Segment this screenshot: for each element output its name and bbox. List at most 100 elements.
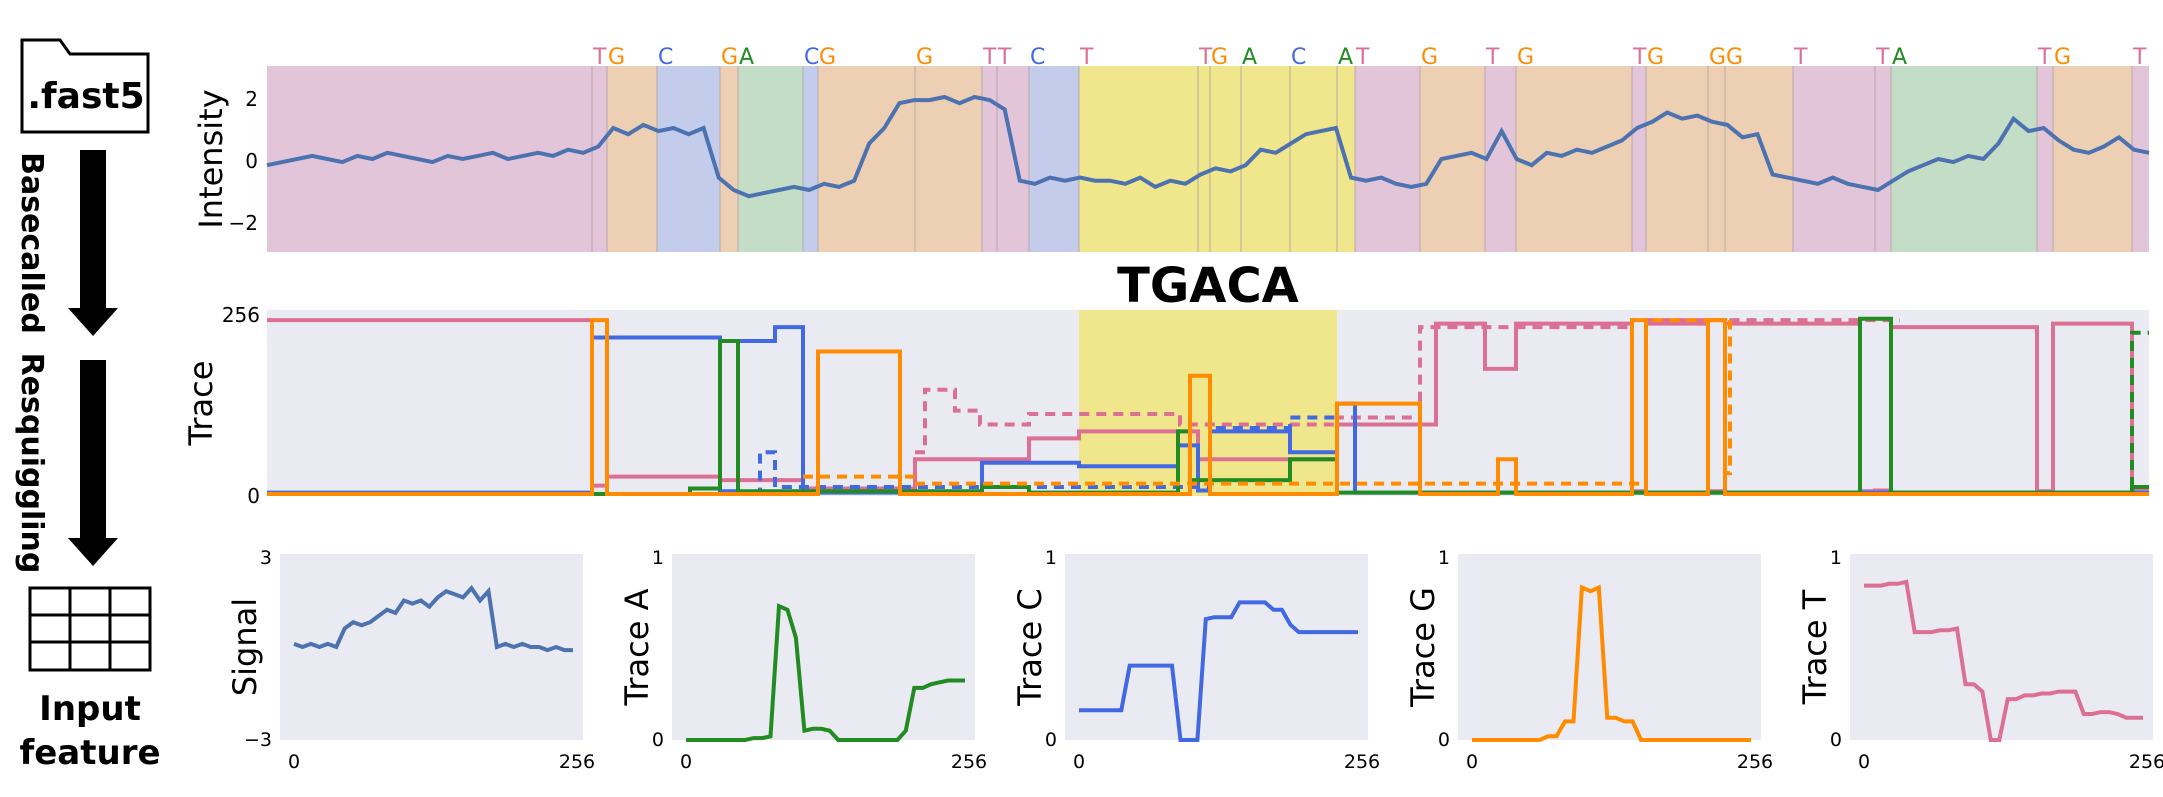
intensity-ytick-0: 0 <box>245 149 258 173</box>
intensity-ytick-neg2: −2 <box>229 211 258 235</box>
base-bands <box>267 66 2149 252</box>
feature-panel-bg <box>1458 554 1761 740</box>
base-band <box>1355 66 1420 252</box>
base-letter: C <box>658 45 673 70</box>
base-letter: T <box>1198 45 1213 70</box>
file-label: .fast5 <box>27 76 144 117</box>
base-band <box>2132 66 2149 252</box>
base-band <box>1029 66 1079 252</box>
base-letter: A <box>1338 45 1353 70</box>
base-letter: T <box>1632 45 1647 70</box>
base-band <box>1079 66 1198 252</box>
feature-xtick-max: 256 <box>2129 751 2163 773</box>
feature-panel: Trace A 1 00 256 <box>618 547 987 773</box>
base-band <box>1241 66 1290 252</box>
base-band <box>1793 66 1875 252</box>
feature-ylabel: Trace T <box>1796 589 1834 705</box>
feature-xtick-min: 0 <box>680 751 692 773</box>
base-band <box>1198 66 1210 252</box>
base-letter: G <box>608 45 625 70</box>
trace-lines <box>267 316 2149 496</box>
arrow2-shaft <box>80 360 106 540</box>
base-band <box>1875 66 1891 252</box>
feature-xtick-min: 0 <box>288 751 300 773</box>
base-letter: T <box>1355 45 1370 70</box>
base-band <box>803 66 818 252</box>
base-letter: T <box>982 45 997 70</box>
base-letter: G <box>721 45 738 70</box>
trace-ylabel: Trace <box>182 361 220 447</box>
feature-xtick-min: 0 <box>1466 751 1478 773</box>
feature-xtick-max: 256 <box>951 751 987 773</box>
feature-panel: Trace C 1 00 256 <box>1011 547 1380 773</box>
feature-ylabel: Trace A <box>618 588 656 706</box>
feature-panel: Signal 3 −3 0 256 <box>226 547 595 773</box>
trace-line-A <box>2130 330 2149 488</box>
base-letter: G <box>916 45 933 70</box>
pipeline: .fast5 Basecalled Resquiggling Input fea… <box>14 38 161 773</box>
base-band <box>1485 66 1516 252</box>
base-band <box>2037 66 2053 252</box>
base-letter: G <box>819 45 836 70</box>
trace-line-G <box>803 318 1732 486</box>
feature-ytick-min: −3 <box>244 729 272 751</box>
feature-ytick-min: 0 <box>1830 729 1842 751</box>
feature-ytick-max: 3 <box>260 547 272 569</box>
arrow1-head <box>68 308 118 336</box>
trace-line-T <box>915 318 1900 455</box>
base-band <box>915 66 982 252</box>
base-letter: G <box>2054 45 2071 70</box>
base-letter: A <box>1892 45 1907 70</box>
base-band <box>1420 66 1485 252</box>
step1-label: Basecalled <box>14 152 49 334</box>
trace-line-A <box>267 316 2149 496</box>
table-grid-icon <box>28 586 152 672</box>
feature-xtick-max: 256 <box>1737 751 1773 773</box>
base-band <box>738 66 803 252</box>
feature-ylabel: Trace C <box>1011 588 1049 706</box>
feature-line <box>293 584 573 653</box>
feature-xtick-min: 0 <box>1858 751 1870 773</box>
base-band <box>720 66 738 252</box>
feature-line <box>1864 579 2143 742</box>
base-band <box>997 66 1029 252</box>
base-letter: T <box>1875 45 1890 70</box>
feature-ytick-max: 1 <box>1830 547 1842 569</box>
feature-ytick-max: 1 <box>652 547 664 569</box>
base-band <box>607 66 657 252</box>
intensity-panel: T G C G A C G G T T C T TG A C A T G T G T G G G T T A T G T Intensit… <box>192 45 2150 252</box>
base-band <box>1632 66 1646 252</box>
feature-line <box>1472 584 1751 742</box>
intensity-ytick-2: 2 <box>245 87 258 111</box>
feature-ytick-max: 1 <box>1438 547 1450 569</box>
base-letter: T <box>1079 45 1094 70</box>
feature-panel-bg <box>672 554 975 740</box>
feature-ylabel: Signal <box>226 598 264 696</box>
feature-line <box>1079 600 1358 742</box>
base-letter: T <box>2037 45 2052 70</box>
base-letter: C <box>1291 45 1306 70</box>
feature-ytick-min: 0 <box>1438 729 1450 751</box>
base-letter: G <box>1517 45 1534 70</box>
feature-ytick-min: 0 <box>652 729 664 751</box>
base-letter: A <box>739 45 754 70</box>
base-letter: T <box>592 45 607 70</box>
output-label-line2: feature <box>19 733 160 773</box>
base-band <box>1290 66 1337 252</box>
arrow2-head <box>68 538 118 566</box>
base-letter: G <box>1709 45 1726 70</box>
base-band <box>657 66 720 252</box>
base-band <box>1210 66 1241 252</box>
signal-line <box>266 94 2150 199</box>
base-letter: G <box>1647 45 1664 70</box>
feature-xtick-max: 256 <box>559 751 595 773</box>
output-label-line1: Input <box>39 689 141 729</box>
feature-xtick-min: 0 <box>1073 751 1085 773</box>
step2-label: Resquiggling <box>14 353 49 574</box>
trace-ytick-0: 0 <box>247 484 260 508</box>
intensity-ylabel: Intensity <box>192 89 230 228</box>
feature-ytick-max: 1 <box>1045 547 1057 569</box>
base-letters: T G C G A C G G T T C T TG A C A T G T G T G G G T T A T G T <box>592 45 2147 70</box>
feature-line <box>686 603 965 742</box>
